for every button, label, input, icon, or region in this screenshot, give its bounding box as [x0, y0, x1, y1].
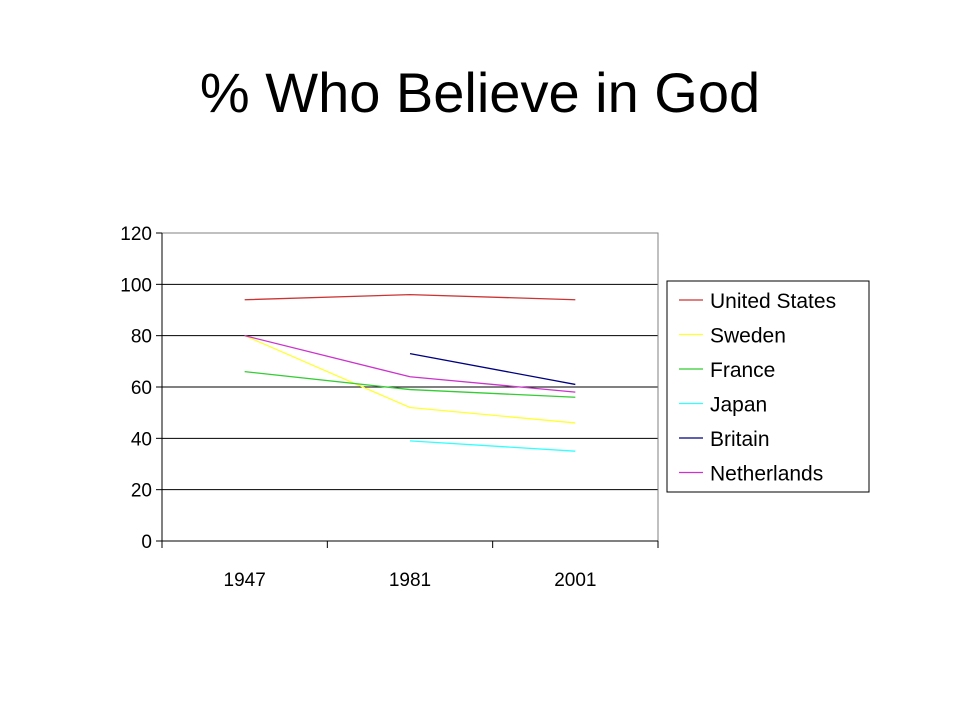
y-tick-label: 120 — [120, 224, 152, 245]
x-tick-label: 1947 — [224, 570, 266, 591]
gridlines — [162, 232, 658, 491]
x-tick-label: 2001 — [554, 570, 596, 591]
y-tick-label: 100 — [120, 275, 152, 296]
y-tick-label: 80 — [131, 327, 152, 348]
y-tick-label: 0 — [141, 532, 152, 553]
x-tick-label: 1981 — [389, 570, 431, 591]
series-line-united-states — [244, 293, 576, 301]
legend-label: United States — [710, 290, 836, 313]
legend: United States Sweden France Japan Britain Net… — [666, 280, 870, 493]
series-line-france — [244, 370, 576, 398]
series-line-britain — [409, 352, 576, 386]
legend-box — [666, 280, 870, 493]
page-title: % Who Believe in God — [199, 61, 761, 124]
legend-label: Netherlands — [710, 463, 823, 486]
series-lines — [244, 293, 576, 452]
legend-label: France — [710, 359, 775, 382]
legend-label: Sweden — [710, 325, 786, 348]
series-line-sweden — [244, 335, 576, 424]
y-tick-label: 20 — [131, 481, 152, 502]
series-line-japan — [409, 440, 576, 452]
series-line-netherlands — [244, 335, 576, 393]
legend-label: Japan — [710, 394, 767, 417]
axes: 0 20 40 60 80 100 120 1947 1981 2001 — [120, 224, 659, 591]
legend-label: Britain — [710, 428, 770, 451]
y-tick-label: 40 — [131, 429, 152, 450]
y-tick-label: 60 — [131, 378, 152, 399]
